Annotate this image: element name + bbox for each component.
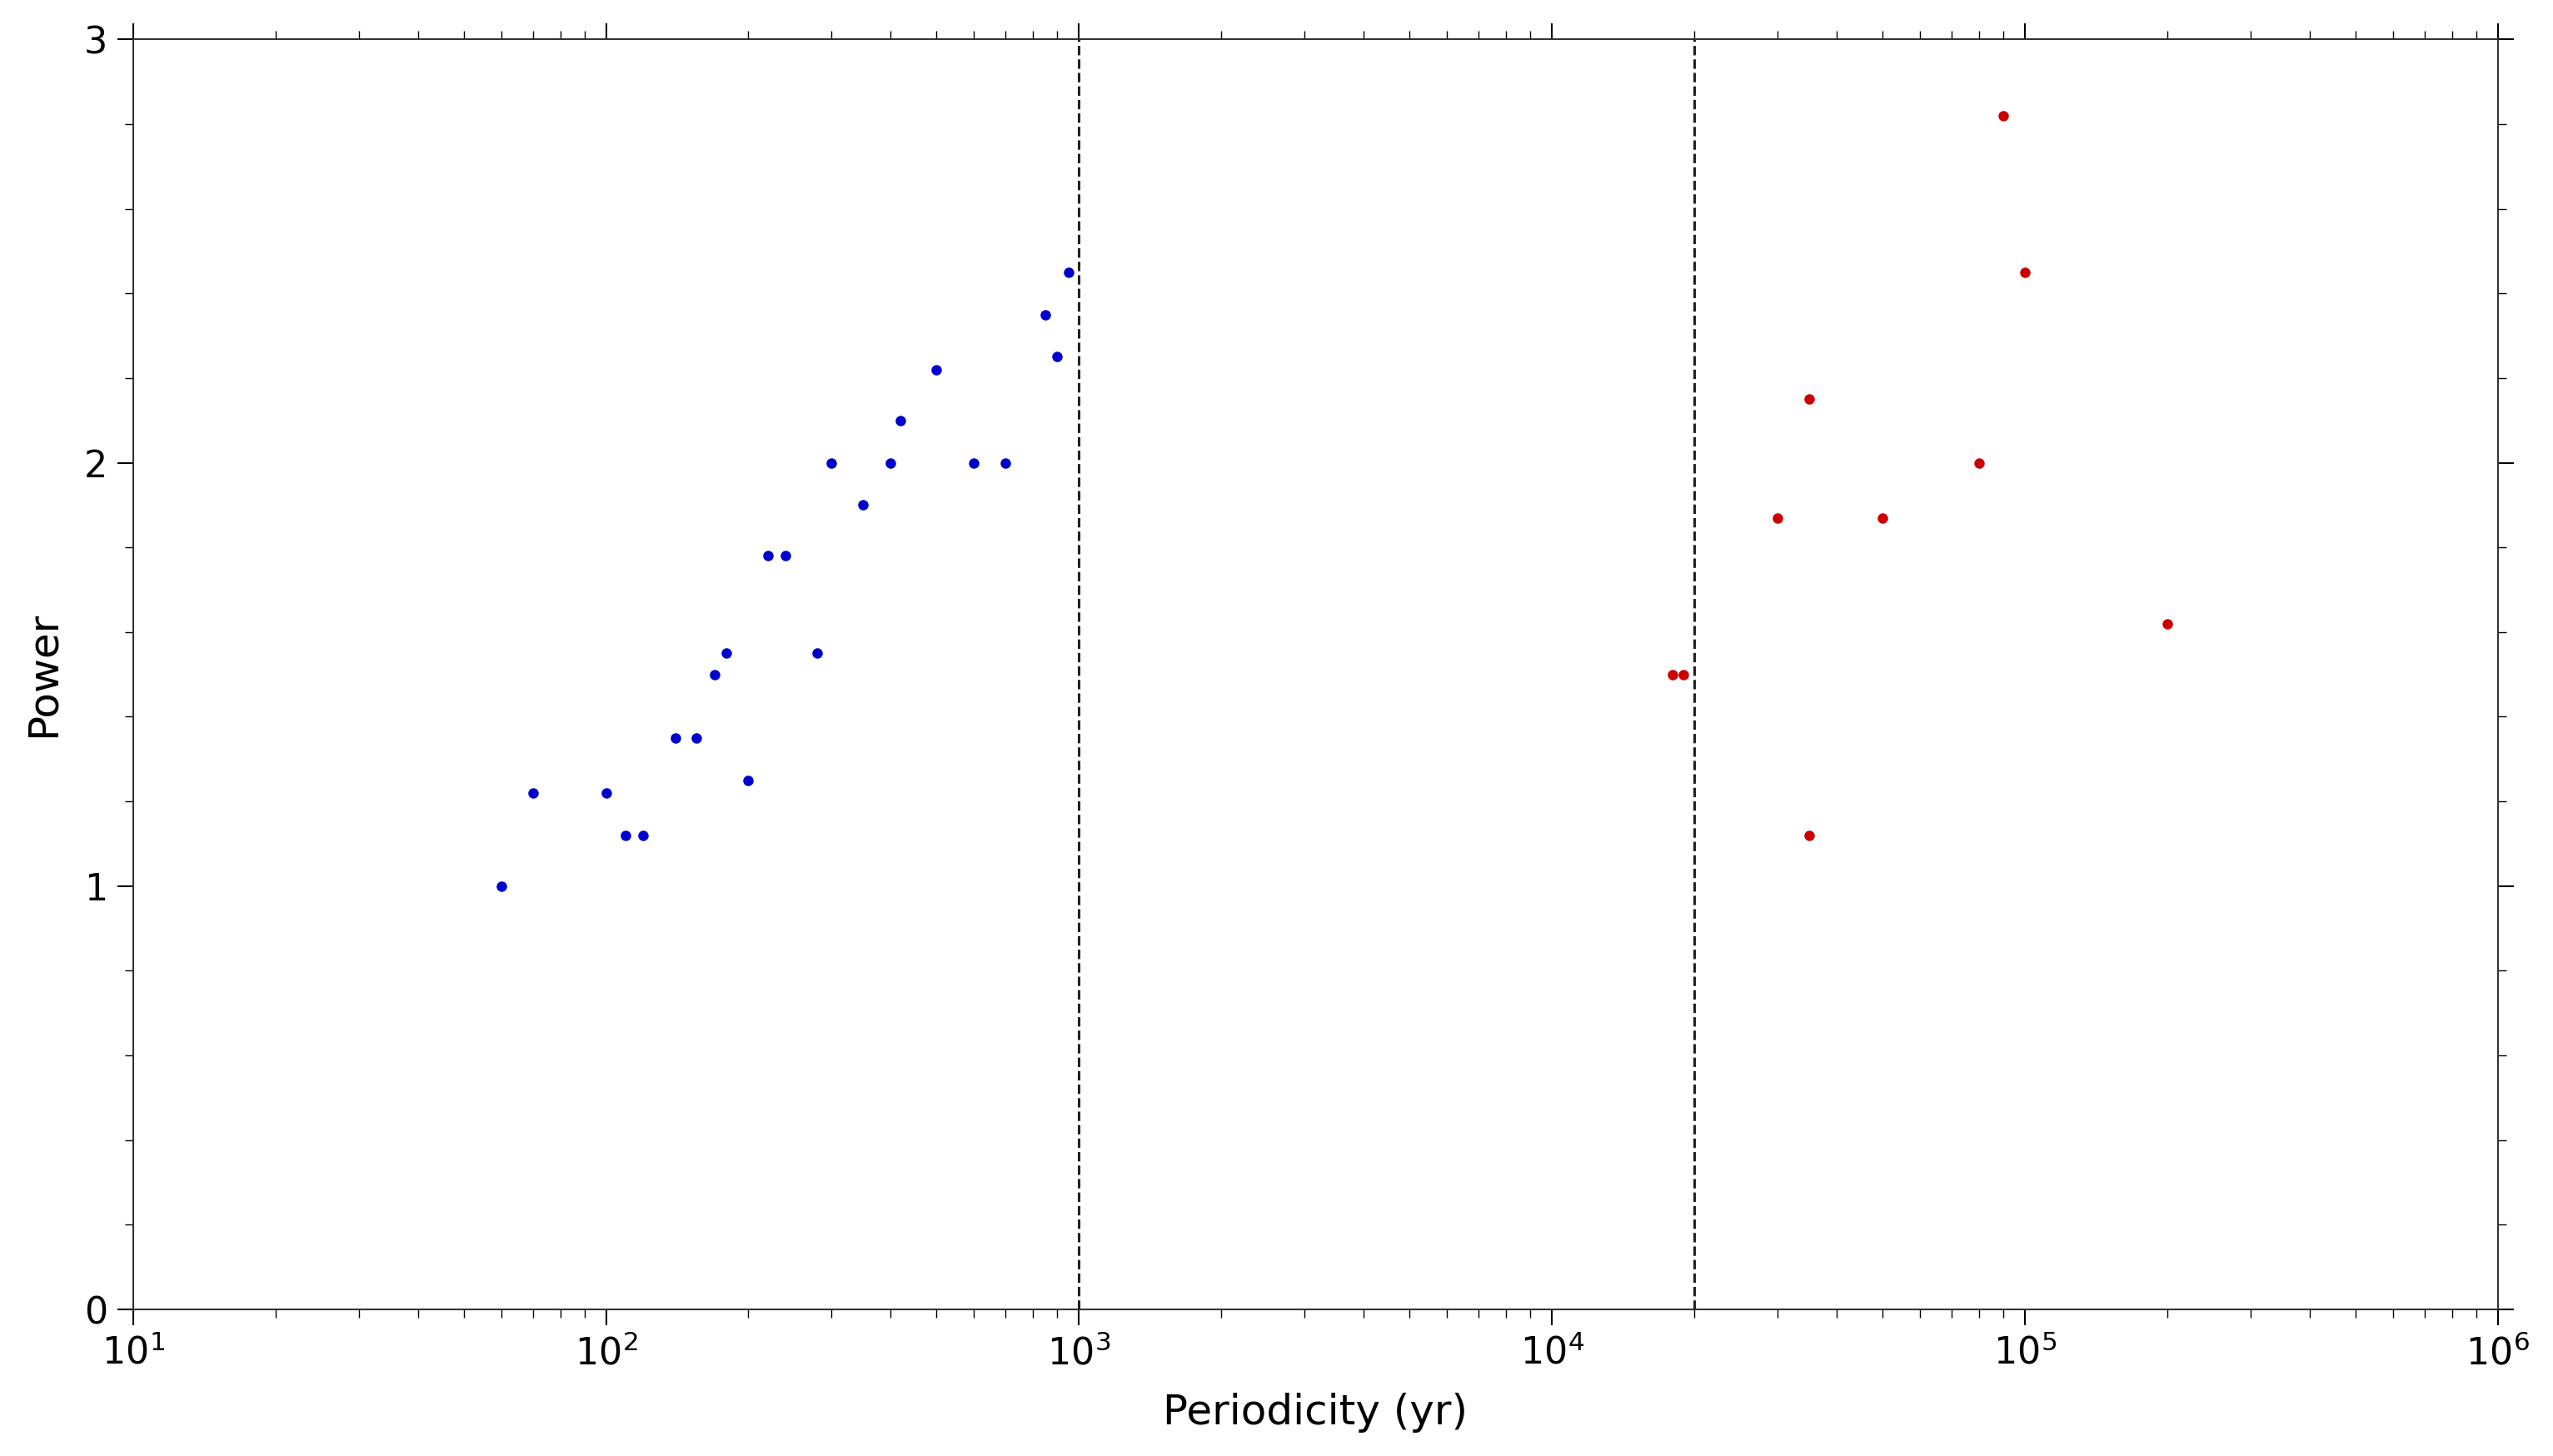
Point: [812, 451, 853, 475]
Point: [707, 642, 748, 665]
Point: [654, 727, 694, 750]
Point: [1037, 345, 1077, 368]
Point: [881, 409, 922, 432]
Point: [748, 545, 789, 568]
Point: [1652, 662, 1693, 686]
Y-axis label: Power: Power: [23, 612, 64, 737]
Point: [2004, 261, 2045, 284]
Point: [955, 451, 996, 475]
Point: [985, 451, 1026, 475]
Point: [694, 662, 735, 686]
X-axis label: Periodicity (yr): Periodicity (yr): [1164, 1393, 1468, 1433]
Point: [677, 727, 717, 750]
Point: [605, 824, 646, 847]
Point: [1665, 662, 1705, 686]
Point: [2147, 612, 2188, 635]
Point: [1861, 507, 1902, 530]
Point: [797, 642, 837, 665]
Point: [1049, 261, 1090, 284]
Point: [871, 451, 911, 475]
Point: [480, 875, 521, 898]
Point: [917, 358, 957, 381]
Point: [1756, 507, 1797, 530]
Point: [842, 494, 883, 517]
Point: [623, 824, 664, 847]
Point: [766, 545, 807, 568]
Point: [513, 782, 554, 805]
Point: [1790, 824, 1831, 847]
Point: [1026, 303, 1067, 326]
Point: [1984, 103, 2025, 127]
Point: [728, 769, 768, 792]
Point: [585, 782, 625, 805]
Point: [1790, 387, 1831, 411]
Point: [1958, 451, 1999, 475]
